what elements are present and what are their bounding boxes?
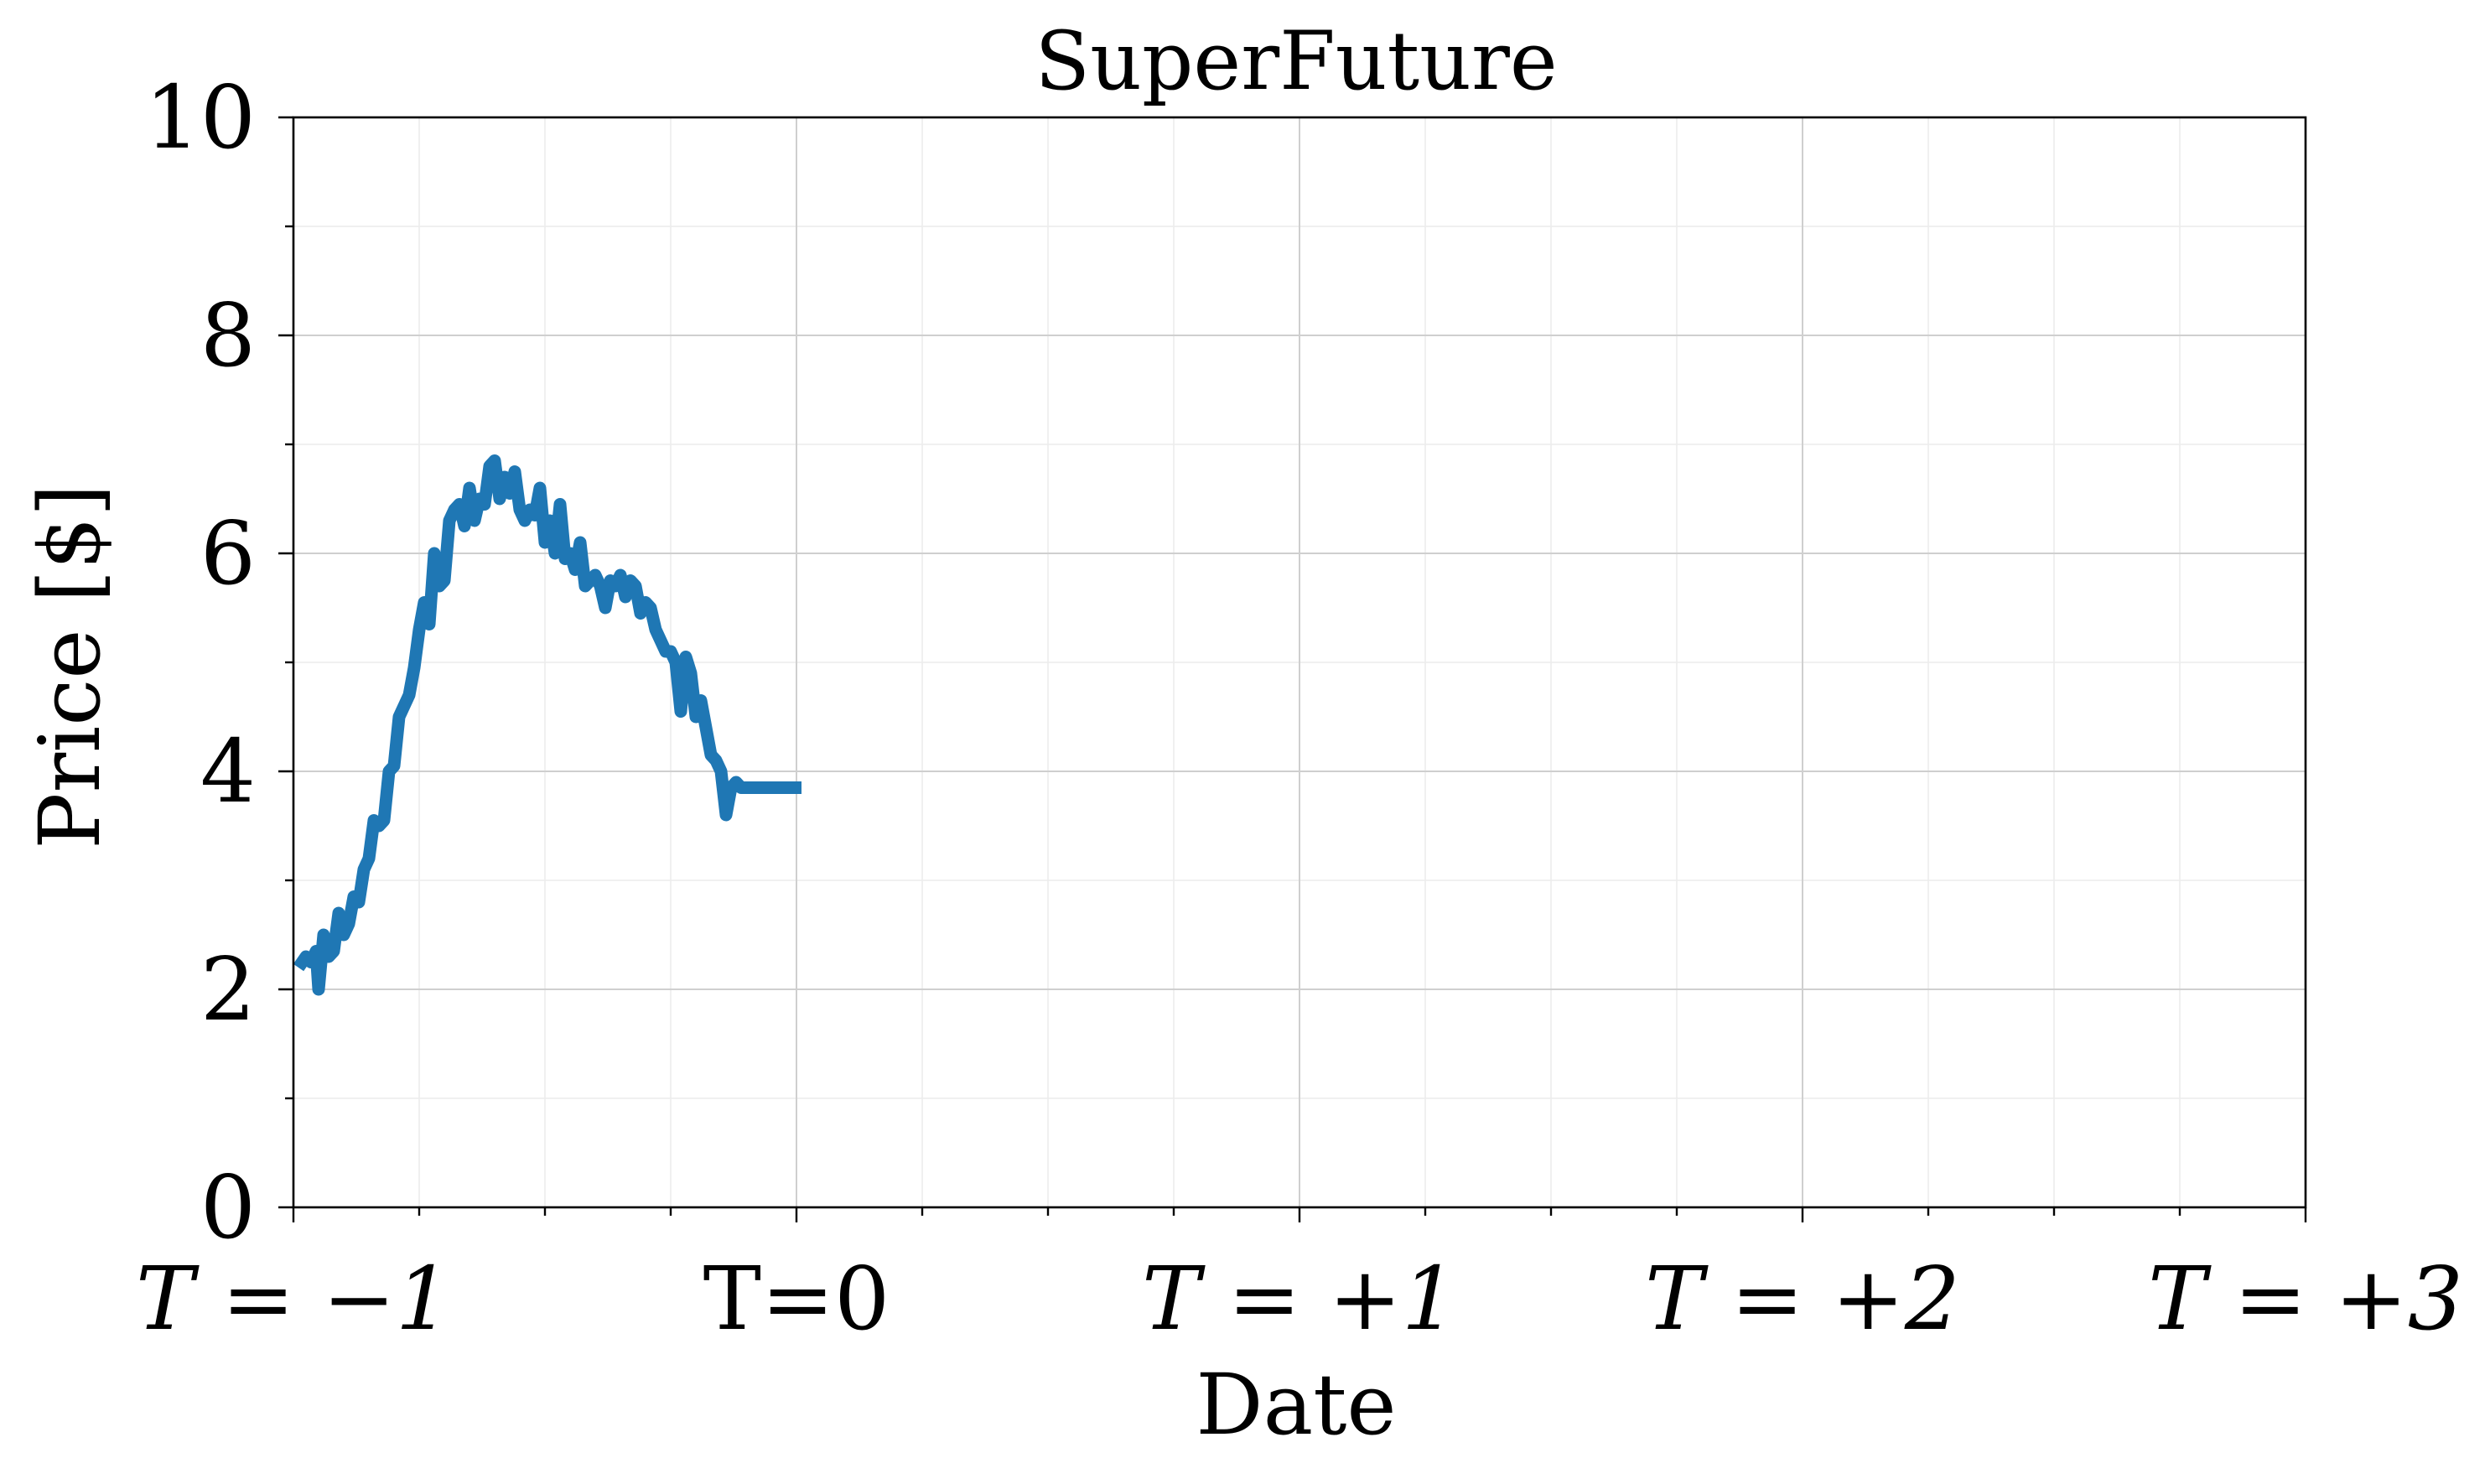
y-tick-label: 6 [200, 502, 256, 604]
x-tick-label: T = +3 [2148, 1248, 2463, 1350]
y-tick-label: 2 [200, 938, 256, 1040]
y-tick-labels: 0 2 4 6 8 10 [145, 66, 256, 1258]
y-tick-label: 4 [200, 720, 256, 822]
y-tick-label: 10 [145, 66, 256, 169]
y-axis-label: Price [$] [21, 484, 119, 849]
axis-ticks [278, 116, 2307, 1222]
y-tick-label: 0 [200, 1156, 256, 1258]
x-tick-labels: T = −1 T=0 T = +1 T = +2 T = +3 [136, 1248, 2463, 1350]
chart-title: SuperFuture [1035, 14, 1557, 108]
x-axis-label: Date [1196, 1356, 1396, 1454]
x-tick-label: T=0 [703, 1248, 890, 1350]
x-tick-label: T = −1 [136, 1248, 451, 1350]
y-tick-label: 8 [200, 284, 256, 387]
x-tick-label: T = +1 [1142, 1248, 1457, 1350]
x-tick-label: T = +2 [1645, 1248, 1960, 1350]
major-gridlines [293, 117, 2306, 1207]
series-layer [293, 454, 803, 996]
price-series-line [293, 454, 803, 996]
